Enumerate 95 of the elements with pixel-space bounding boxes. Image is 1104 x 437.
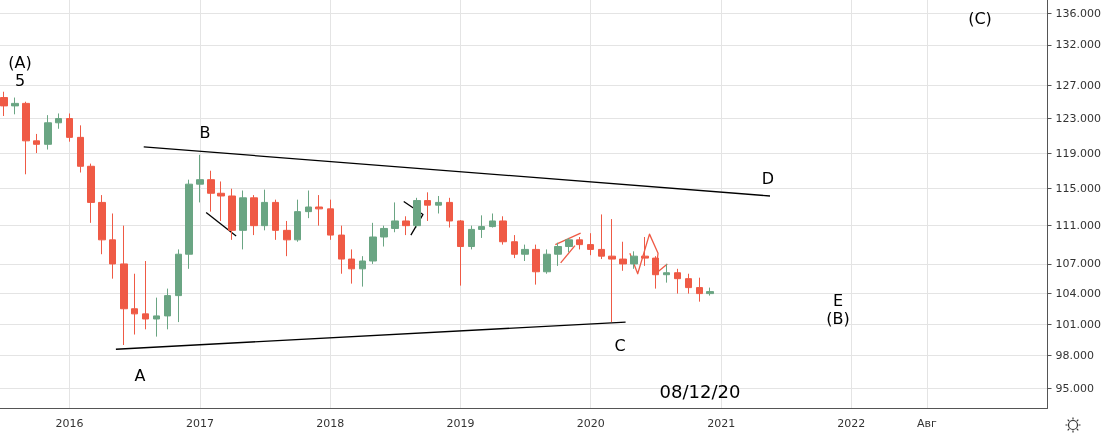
candlestick — [33, 133, 40, 154]
candlestick — [142, 260, 149, 330]
candlestick — [22, 101, 30, 175]
candlestick — [369, 222, 377, 265]
candlestick — [576, 236, 583, 250]
candlestick — [55, 112, 62, 130]
annotation: 08/12/20 — [659, 380, 741, 402]
candlestick — [641, 236, 649, 267]
candlestick — [359, 255, 366, 288]
annotation: 5 — [14, 70, 26, 90]
candlestick — [44, 114, 52, 151]
candlestick — [217, 180, 225, 222]
annotation: E — [832, 290, 844, 310]
y-tick-label: 119.000 — [1055, 146, 1102, 160]
annotation: A — [134, 365, 146, 385]
candlestick — [598, 213, 605, 260]
candlestick — [402, 215, 410, 236]
candlestick — [391, 201, 399, 233]
candlestick — [685, 273, 692, 295]
candlestick — [619, 241, 627, 272]
x-tick-label: 2020 — [576, 417, 605, 430]
y-tick-label: 95.000 — [1055, 381, 1095, 395]
candlestick — [457, 219, 464, 287]
candlestick — [196, 154, 204, 203]
annotation: D — [761, 168, 775, 188]
y-tick-label: 127.000 — [1055, 78, 1102, 92]
candlestick — [511, 234, 518, 259]
candlestick — [380, 225, 388, 248]
x-tick-label: 2016 — [55, 417, 84, 430]
candlestick — [478, 214, 485, 239]
candlestick — [87, 163, 95, 224]
candlestick — [499, 215, 507, 246]
candlestick — [77, 124, 84, 173]
candlestick — [663, 263, 670, 284]
candlestick — [283, 220, 291, 257]
candlestick — [315, 194, 323, 227]
y-tick-label: 111.000 — [1055, 219, 1102, 233]
y-tick-label: 107.000 — [1055, 257, 1102, 271]
y-tick-label: 101.000 — [1055, 317, 1102, 331]
candlestick — [153, 297, 160, 338]
candlestick — [543, 248, 551, 275]
candlestick — [294, 199, 301, 243]
annotation: (C) — [968, 8, 992, 28]
candlestick — [630, 250, 638, 270]
y-tick-label: 115.000 — [1055, 182, 1102, 196]
candlestick — [489, 213, 496, 229]
candlestick — [66, 112, 73, 143]
candlestick — [608, 218, 616, 323]
x-tick-label: 2021 — [707, 417, 736, 430]
x-tick-label: 2019 — [446, 417, 475, 430]
candlestick — [207, 170, 215, 213]
x-tick-label: 2017 — [186, 417, 215, 430]
y-tick-label: 136.000 — [1055, 7, 1102, 21]
candlestick — [706, 287, 714, 297]
candlestick — [98, 194, 106, 255]
x-tick-label: 2022 — [837, 417, 866, 430]
candlestick — [164, 288, 171, 330]
candlestick — [435, 195, 442, 214]
candlestick — [0, 91, 8, 117]
y-tick-label: 104.000 — [1055, 287, 1102, 301]
candlestick — [446, 197, 453, 229]
annotation: (A) — [8, 52, 32, 72]
candlestick — [305, 190, 312, 219]
annotation: C — [614, 335, 626, 355]
candlestick — [587, 232, 594, 256]
candlestick — [468, 225, 475, 250]
candlestick — [327, 199, 334, 241]
candlestick — [228, 188, 236, 241]
candlestick — [674, 268, 681, 295]
candlestick — [11, 97, 19, 115]
annotation: B — [199, 122, 211, 142]
candlestick — [521, 244, 529, 262]
x-tick-label: 2018 — [316, 417, 345, 430]
y-tick-label: 132.000 — [1055, 38, 1102, 52]
candlestick — [565, 237, 573, 253]
candlestick — [239, 190, 247, 250]
candlestick — [338, 225, 345, 275]
candlestick — [424, 191, 431, 222]
y-tick-label: 123.000 — [1055, 112, 1102, 126]
annotation: (B) — [826, 308, 850, 328]
candlestick — [696, 277, 703, 303]
candlestick — [109, 213, 116, 280]
candlestick — [532, 244, 540, 286]
candlestick — [175, 248, 182, 323]
candlestick — [261, 189, 268, 231]
x-tick-label: Авг — [917, 417, 938, 430]
candlestick — [131, 273, 138, 336]
candlestick — [185, 179, 193, 270]
candlestick — [554, 242, 562, 267]
candlestick — [250, 194, 258, 236]
candlestick — [120, 225, 128, 346]
candlestick — [348, 248, 355, 285]
candlestick — [413, 197, 421, 229]
y-tick-label: 98.000 — [1055, 349, 1095, 363]
candlestick — [272, 199, 279, 241]
